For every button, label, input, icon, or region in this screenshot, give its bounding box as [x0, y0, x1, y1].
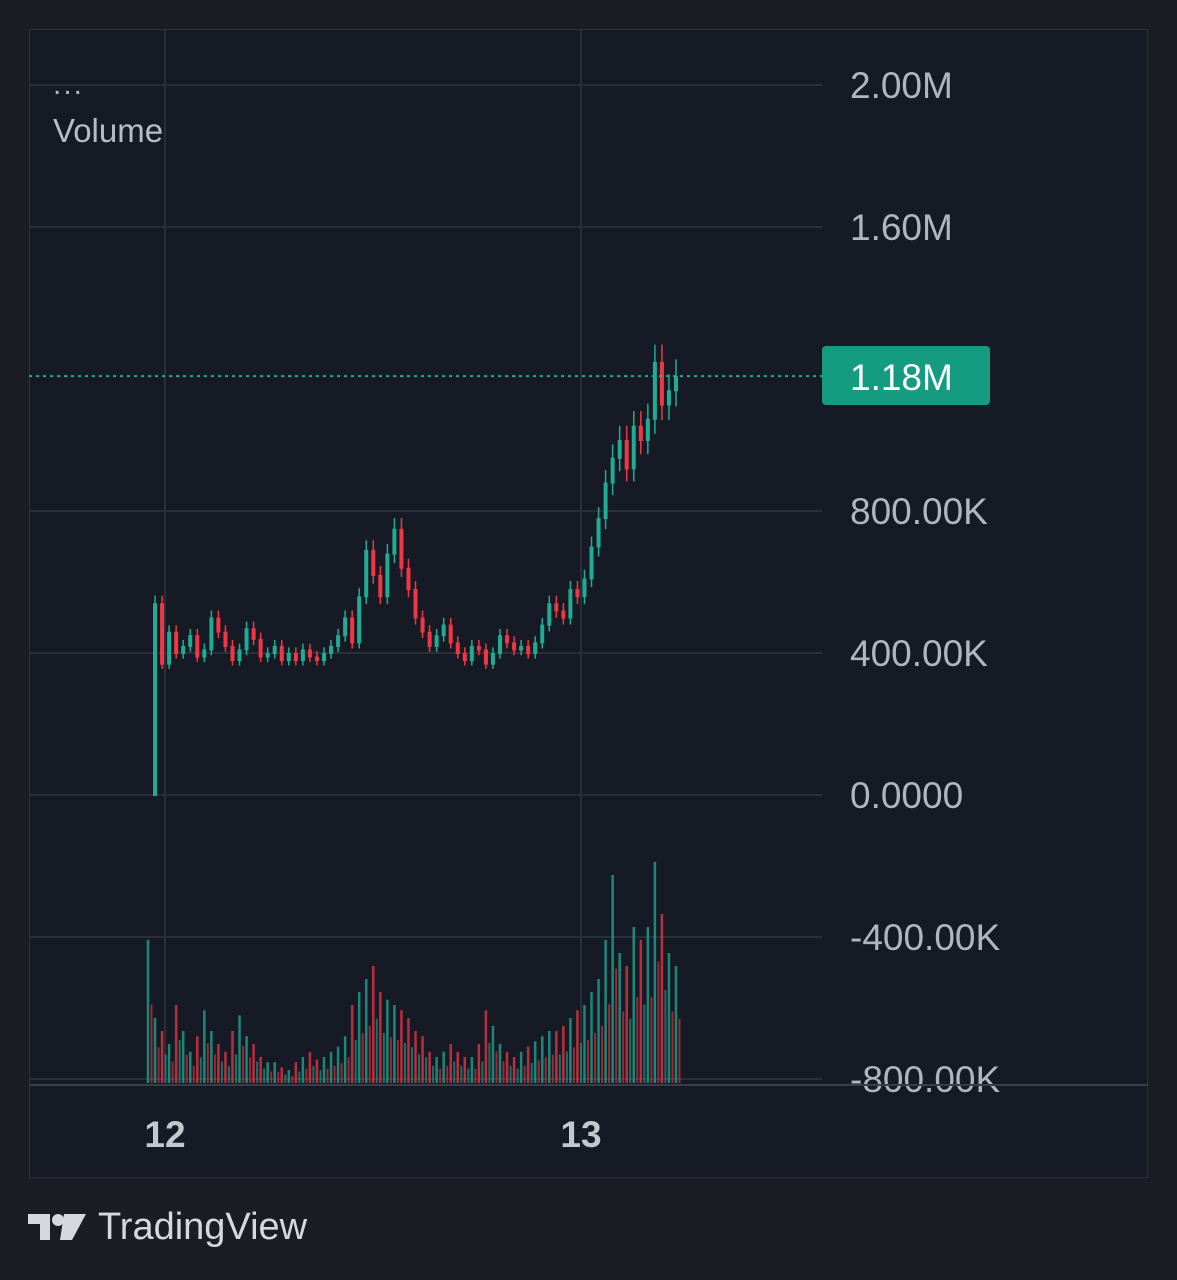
x-axis: 12 13	[144, 1114, 601, 1155]
y-axis: 2.00M 1.60M 800.00K 400.00K 0.0000 -400.00K -8…	[850, 65, 1000, 1100]
last-price-tag: 1.18M	[822, 346, 990, 405]
price-series	[153, 344, 678, 796]
chart-pane[interactable]	[29, 29, 1148, 1178]
y-tick-label: 2.00M	[850, 65, 953, 106]
brand-name: TradingView	[98, 1205, 308, 1248]
grid-lines	[29, 30, 822, 1083]
y-tick-label: 1.60M	[850, 207, 953, 248]
x-tick-label: 13	[560, 1114, 601, 1155]
x-tick-label: 12	[144, 1114, 185, 1155]
tradingview-logo-icon	[28, 1214, 86, 1240]
y-tick-label: 0.0000	[850, 775, 963, 816]
last-price-label: 1.18M	[850, 357, 953, 398]
volume-bars	[146, 862, 681, 1083]
y-tick-label: -400.00K	[850, 917, 1000, 958]
brand[interactable]: TradingView	[28, 1205, 307, 1249]
y-tick-label: 800.00K	[850, 491, 988, 532]
y-tick-label: 400.00K	[850, 633, 988, 674]
legend-menu[interactable]: ...	[53, 68, 85, 101]
legend-indicator-name[interactable]: Volume	[53, 112, 164, 149]
y-tick-label: -800.00K	[850, 1059, 1000, 1100]
